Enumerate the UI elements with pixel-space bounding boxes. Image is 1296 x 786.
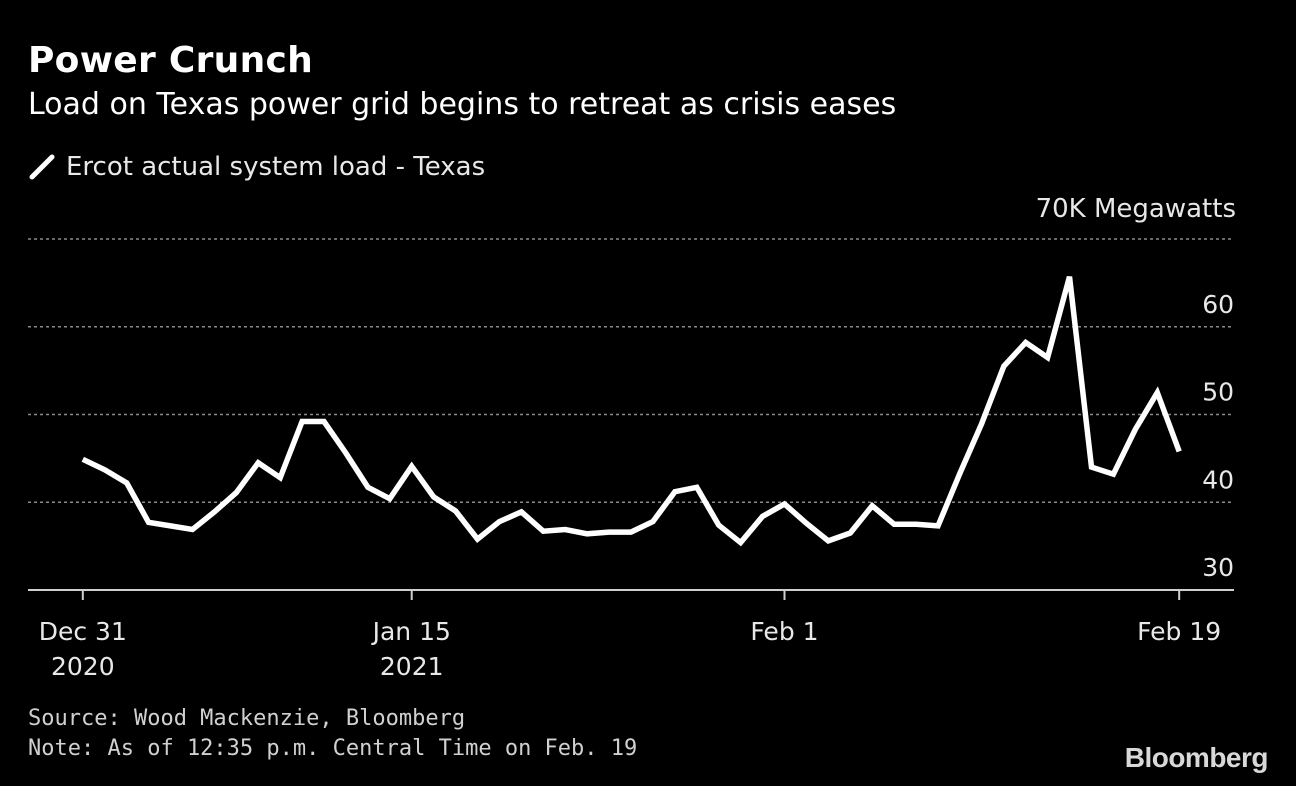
y-tick-label-30: 30 [1202, 553, 1234, 582]
source-note: Source: Wood Mackenzie, Bloomberg Note: … [28, 704, 637, 764]
source-text: Source: Wood Mackenzie, Bloomberg [28, 706, 466, 731]
x-tick-label-0: Dec 31 [39, 617, 127, 646]
line-swatch-icon [29, 154, 55, 180]
chart-subtitle: Load on Texas power grid begins to retre… [28, 87, 897, 122]
x-tick-label-2: Feb 1 [750, 617, 818, 646]
x-tick-year-label-1: 2021 [380, 652, 444, 681]
chart-title: Power Crunch [28, 40, 314, 81]
x-tick-year-label-0: 2020 [51, 652, 115, 681]
note-text: Note: As of 12:35 p.m. Central Time on F… [28, 736, 638, 761]
y-axis-unit-label: 70K Megawatts [1035, 194, 1236, 224]
x-tick-label-1: Jan 15 [371, 617, 451, 646]
y-tick-label-40: 40 [1202, 465, 1234, 494]
bloomberg-logo: Bloomberg [1124, 742, 1269, 773]
y-tick-label-50: 50 [1202, 378, 1234, 407]
legend-label: Ercot actual system load - Texas [66, 152, 486, 182]
series-line-0 [81, 275, 1182, 547]
legend: Ercot actual system load - Texas [28, 150, 485, 184]
y-tick-label-60: 60 [1202, 290, 1234, 319]
x-tick-label-3: Feb 19 [1137, 617, 1221, 646]
